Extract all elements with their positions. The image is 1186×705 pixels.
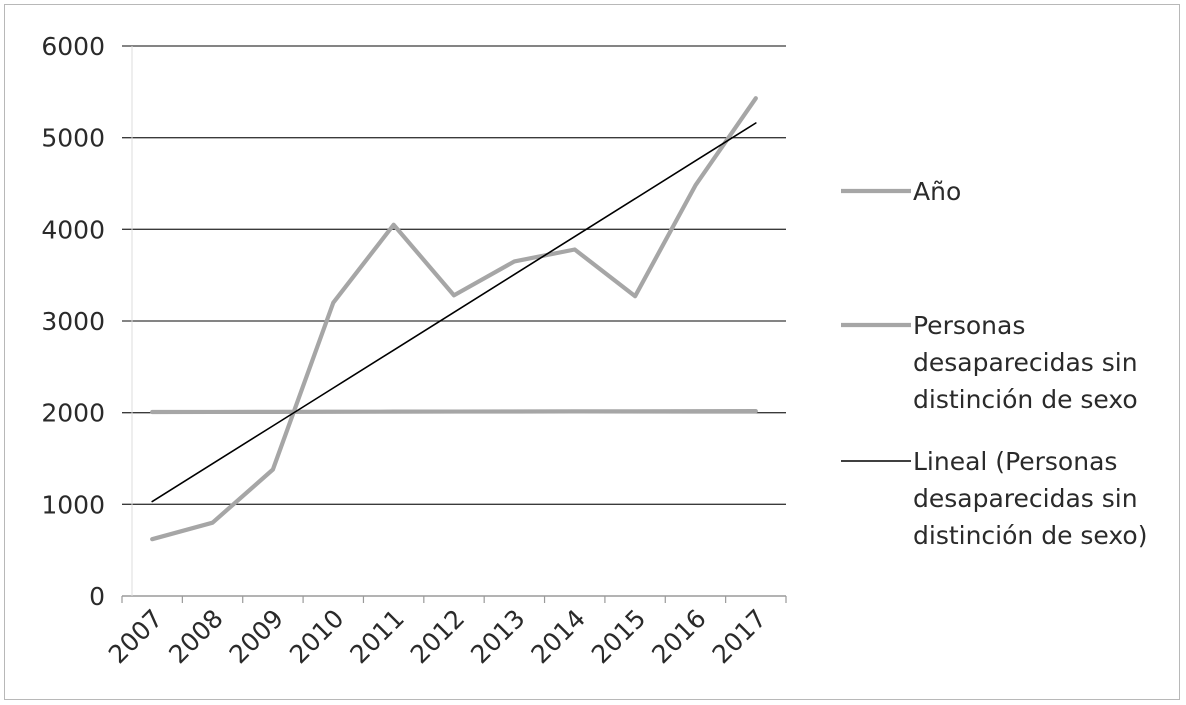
- x-tick-label: 2015: [586, 604, 651, 669]
- y-tick-label: 0: [89, 582, 105, 611]
- x-tick-label: 2013: [465, 604, 530, 669]
- legend-label: Lineal (Personas: [913, 447, 1117, 476]
- x-tick-label: 2012: [405, 604, 470, 669]
- legend-label: Año: [913, 177, 961, 206]
- series-line: [150, 409, 758, 415]
- x-tick-label: 2017: [707, 604, 772, 669]
- x-tick-label: 2007: [103, 604, 168, 669]
- y-tick-label: 1000: [41, 490, 105, 519]
- x-tick-label: 2011: [344, 604, 409, 669]
- x-tick-label: 2014: [525, 604, 590, 669]
- y-tick-label: 6000: [41, 32, 105, 61]
- y-tick-label: 4000: [41, 215, 105, 244]
- series-line: [150, 96, 758, 542]
- x-tick-label: 2016: [646, 604, 711, 669]
- legend-label: distinción de sexo: [913, 385, 1138, 414]
- y-tick-label: 2000: [41, 399, 105, 428]
- y-tick-label: 5000: [41, 124, 105, 153]
- legend-label: Personas: [913, 311, 1025, 340]
- chart-svg: 0100020003000400050006000200720082009201…: [41, 32, 1147, 669]
- x-tick-label: 2008: [163, 604, 228, 669]
- legend-label: desaparecidas sin: [913, 348, 1138, 377]
- y-tick-label: 3000: [41, 307, 105, 336]
- x-tick-label: 2009: [224, 604, 289, 669]
- legend-label: distinción de sexo): [913, 521, 1147, 550]
- x-tick-label: 2010: [284, 604, 349, 669]
- legend-label: desaparecidas sin: [913, 484, 1138, 513]
- chart-frame: 0 1000 2000 3000 4000 5000 6000 2007 2008 2009 201…: [4, 4, 1180, 700]
- trendline: [151, 122, 757, 503]
